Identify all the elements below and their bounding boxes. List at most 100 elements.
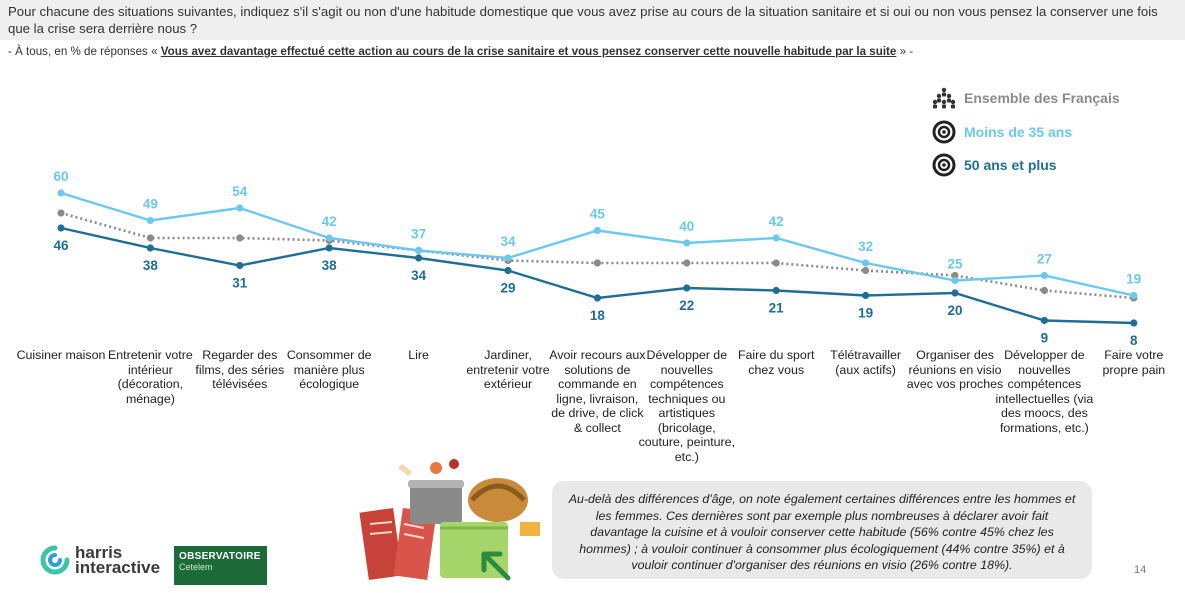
data-label-moins-35-6: 45 [590,207,606,222]
point-plus-50-11 [1040,316,1048,325]
target-icon [932,153,956,177]
category-label-8: Faire du sport chez vous [737,348,815,377]
point-moins-35-10 [951,276,959,285]
data-label-moins-35-3: 42 [322,214,337,229]
point-moins-35-9 [862,259,870,267]
data-label-moins-35-8: 42 [769,214,784,229]
data-label-plus-50-11: 9 [1041,331,1049,346]
point-plus-50-3 [325,244,333,252]
category-label-2: Regarder des films, des séries télévisée… [195,348,285,391]
point-plus-50-4 [415,254,423,262]
point-moins-35-12 [1130,291,1138,300]
page-number: 14 [1134,564,1147,576]
legend-ensemble: Ensemble des Français [932,87,1120,109]
point-ensemble-7 [683,259,691,267]
point-moins-35-11 [1040,271,1048,280]
observatoire-title: OBSERVATOIRE [179,551,261,562]
data-label-plus-50-6: 18 [590,308,606,323]
data-label-plus-50-8: 21 [769,301,785,316]
point-plus-50-10 [951,289,959,297]
point-moins-35-7 [683,239,691,247]
point-moins-35-8 [772,234,780,242]
point-moins-35-4 [415,246,423,255]
subtitle-prefix: - À tous, en % de réponses « [8,45,161,58]
observatoire-logo: OBSERVATOIRE Cetelem [174,546,267,585]
data-label-plus-50-3: 38 [322,258,338,273]
legend-ensemble-label: Ensemble des Français [964,90,1120,106]
point-moins-35-5 [504,254,512,262]
point-plus-50-12 [1130,319,1138,327]
point-moins-35-2 [236,204,244,212]
harris-logo-icon [40,545,70,575]
data-label-plus-50-10: 20 [947,303,962,318]
harris-interactive-logo: harris interactive [40,543,161,577]
note-text: Au-delà des différences d'âge, on note é… [568,492,1076,573]
data-label-plus-50-1: 38 [143,258,159,273]
data-label-moins-35-1: 49 [143,197,158,212]
data-label-moins-35-9: 32 [858,239,873,254]
data-label-plus-50-7: 22 [679,298,694,313]
point-moins-35-6 [593,226,602,235]
people-group-icon [932,87,956,109]
data-label-moins-35-2: 54 [232,184,248,199]
cursor-icon [481,551,511,581]
question-text: Pour chacune des situations suivantes, i… [8,4,1158,36]
point-ensemble-11 [1040,286,1048,295]
data-label-moins-35-5: 34 [500,234,516,249]
question-bar [0,0,1185,40]
data-label-plus-50-2: 31 [232,276,248,291]
data-label-moins-35-0: 60 [53,169,68,184]
target-icon [932,120,956,144]
data-label-plus-50-5: 29 [500,281,515,296]
point-plus-50-0 [57,224,65,232]
cooking-illustration [358,452,543,592]
point-ensemble-1 [146,234,154,242]
legend-plus50: 50 ans et plus [932,153,1057,177]
legend-plus50-label: 50 ans et plus [964,157,1057,173]
data-label-plus-50-9: 19 [858,306,873,321]
data-label-plus-50-4: 34 [411,268,427,283]
point-plus-50-9 [862,291,870,300]
point-ensemble-0 [57,209,65,217]
category-label-0: Cuisiner maison [16,348,106,362]
category-label-7: Développer de nouvelles compétences tech… [638,348,736,464]
point-plus-50-2 [236,261,244,270]
note-box: Au-delà des différences d'âge, on note é… [552,481,1092,579]
point-moins-35-3 [325,234,333,242]
data-label-plus-50-0: 46 [53,238,69,253]
point-plus-50-1 [146,244,154,252]
data-label-moins-35-10: 25 [947,257,963,272]
data-label-moins-35-4: 37 [411,227,426,242]
observatoire-sub: Cetelem [179,562,213,572]
category-label-3: Consommer de manière plus écologique [286,348,372,391]
series-line-ensemble [60,211,1134,300]
subtitle-emphasis: Vous avez davantage effectué cette actio… [160,45,897,58]
point-moins-35-0 [57,189,65,197]
data-label-plus-50-12: 8 [1130,333,1138,348]
point-ensemble-2 [236,234,244,242]
point-plus-50-8 [772,286,780,295]
category-label-9: Télétravailler (aux actifs) [830,348,902,377]
point-plus-50-7 [683,284,691,292]
point-ensemble-8 [772,259,780,267]
category-label-4: Lire [408,348,429,362]
point-ensemble-9 [862,266,870,275]
category-label-5: Jardiner, entretenir votre extérieur [466,348,550,391]
harris-logo-text-2: interactive [75,558,161,577]
legend-moins35: Moins de 35 ans [932,120,1072,144]
subtitle: - À tous, en % de réponses « Vous avez d… [8,45,1178,58]
point-ensemble-10 [951,271,959,280]
data-label-moins-35-12: 19 [1126,272,1141,287]
data-label-moins-35-7: 40 [679,219,694,234]
point-moins-35-1 [146,216,154,225]
harris-logo-text-1: harris [75,543,123,562]
category-label-11: Développer de nouvelles compétences inte… [995,348,1094,435]
data-label-moins-35-11: 27 [1037,252,1052,267]
legend-moins35-label: Moins de 35 ans [964,124,1073,140]
point-plus-50-5 [504,266,512,275]
category-label-10: Organiser des réunions en visio avec vos… [906,348,1004,391]
point-ensemble-6 [593,259,602,267]
category-label-6: Avoir recours aux solutions de commande … [549,348,646,435]
subtitle-suffix: » - [896,45,914,58]
